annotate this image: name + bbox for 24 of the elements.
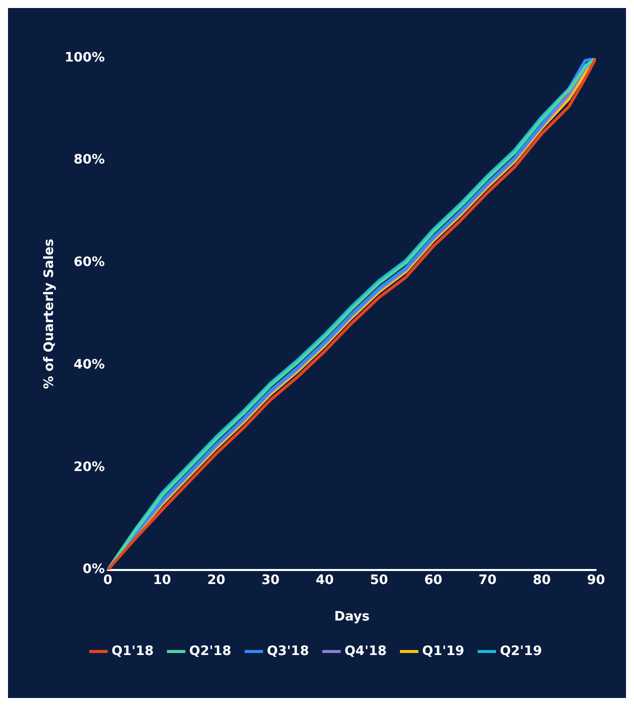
legend-label: Q2'19 <box>500 644 542 659</box>
x-tick-label: 30 <box>261 572 280 588</box>
legend-label: Q1'18 <box>112 644 154 659</box>
x-tick-label: 70 <box>478 572 497 588</box>
x-tick-label: 90 <box>586 572 606 588</box>
x-axis-title: Days <box>334 610 370 625</box>
legend-label: Q3'18 <box>266 644 310 659</box>
legend-label: Q1'19 <box>422 644 464 659</box>
x-tick-label: 60 <box>424 572 442 588</box>
y-tick-label: 20% <box>74 460 105 475</box>
y-tick-label: 60% <box>74 255 105 270</box>
x-tick-label: 50 <box>370 572 388 588</box>
legend-label: Q4'18 <box>344 644 387 659</box>
x-tick-label: 40 <box>316 572 334 588</box>
y-tick-label: 100% <box>64 50 105 66</box>
x-tick-label: 0 <box>103 572 112 588</box>
x-tick-label: 10 <box>152 572 172 588</box>
y-axis-title: % of Quarterly Sales <box>42 238 58 389</box>
legend-label: Q2'18 <box>189 644 232 659</box>
y-tick-label: 80% <box>74 152 105 168</box>
x-tick-label: 20 <box>207 572 226 588</box>
y-tick-label: 0% <box>82 562 105 578</box>
x-tick-label: 80 <box>532 572 551 588</box>
y-tick-label: 40% <box>74 357 105 372</box>
